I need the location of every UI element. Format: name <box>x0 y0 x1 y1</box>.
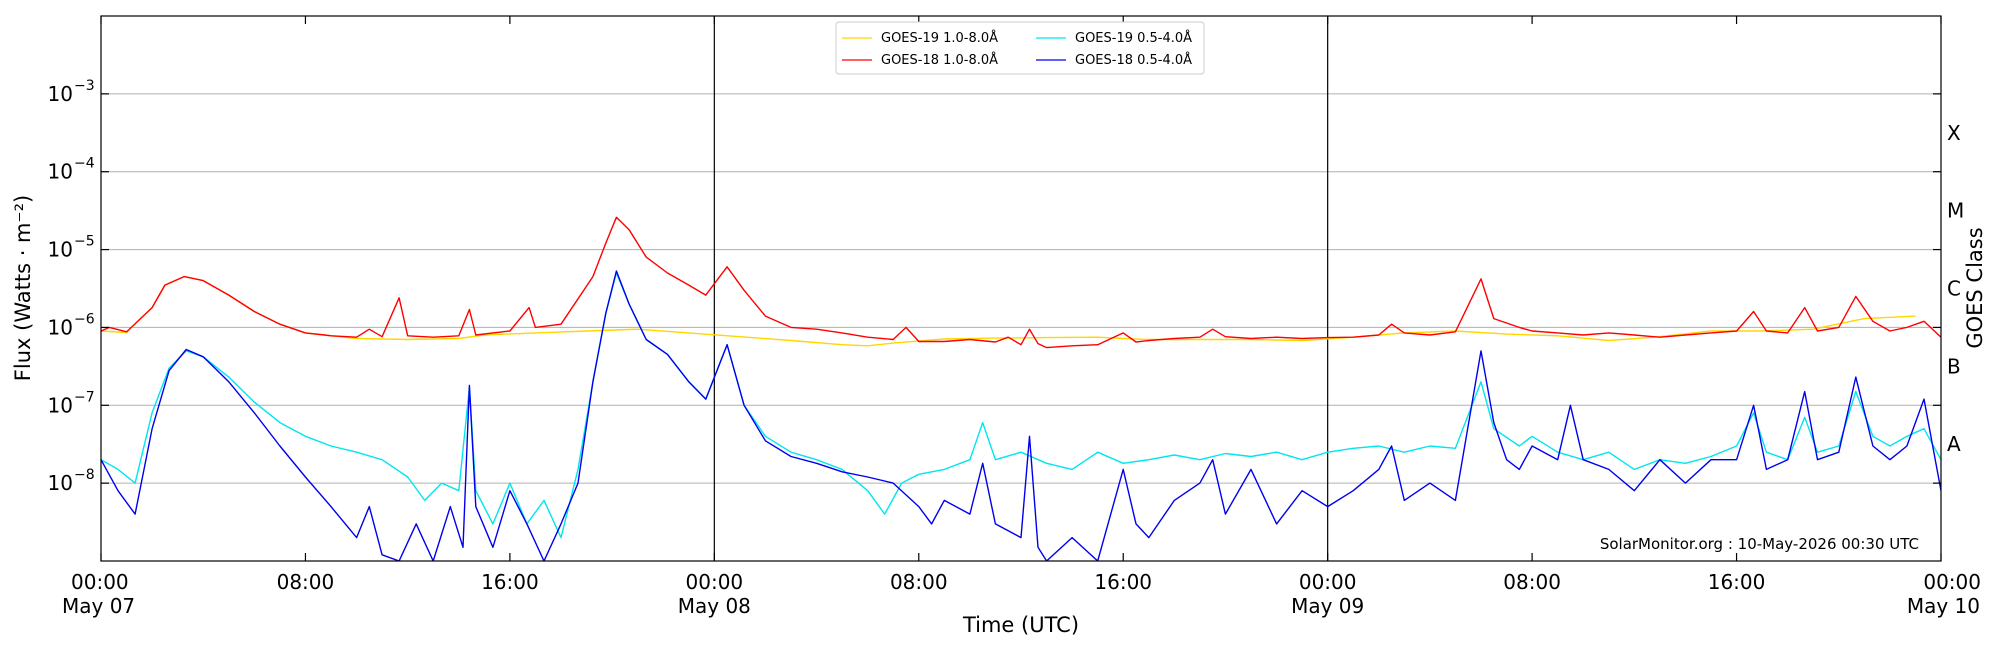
y-tick-label-4: 10 <box>48 160 73 184</box>
goes-class-label-4: X <box>1947 121 1961 145</box>
goes-class-labels: A B C M X <box>1947 121 1964 456</box>
x-tick-label-7: 08:00 <box>1503 570 1561 594</box>
series-lines <box>101 216 1941 561</box>
legend-box <box>835 21 1205 75</box>
series-line-2 <box>101 272 1941 539</box>
y-tick-label-0: 10 <box>48 471 73 495</box>
legend-label-goes19-long: GOES-19 1.0-8.0Å <box>881 30 998 46</box>
series-line-3 <box>101 270 1941 561</box>
goes-class-label-1: B <box>1947 354 1961 378</box>
grid <box>101 93 1941 484</box>
axis-ticks <box>100 16 1942 561</box>
credit-text: SolarMonitor.org : 10-May-2026 00:30 UTC <box>1600 535 1919 553</box>
x-tick-label-3: 00:00 <box>686 570 744 594</box>
x-tick-date-6: May 09 <box>1291 594 1364 618</box>
legend-label-goes19-short: GOES-19 0.5-4.0Å <box>1075 30 1192 46</box>
x-tick-label-2: 16:00 <box>481 570 539 594</box>
x-tick-label-4: 08:00 <box>890 570 948 594</box>
goes-class-label-0: A <box>1947 432 1961 456</box>
series-line-1 <box>101 216 1941 349</box>
y-tick-exponent-5: −3 <box>74 78 95 94</box>
legend: GOES-19 1.0-8.0Å GOES-18 1.0-8.0Å GOES-1… <box>835 21 1205 75</box>
x-tick-label-6: 00:00 <box>1299 570 1357 594</box>
legend-label-goes18-long: GOES-18 1.0-8.0Å <box>881 52 998 68</box>
x-tick-date-9: May 10 <box>1907 594 1980 618</box>
y-tick-label-5: 10 <box>48 82 73 106</box>
x-tick-label-1: 08:00 <box>277 570 335 594</box>
x-tick-label-9: 00:00 <box>1923 570 1981 594</box>
y-tick-exponent-3: −5 <box>74 234 95 250</box>
x-tick-label-8: 16:00 <box>1708 570 1766 594</box>
y-tick-labels: 10−810−710−610−510−410−3 <box>48 78 95 495</box>
y2-axis-title: GOES Class <box>1963 227 1987 348</box>
y-axis-title: Flux (Watts · m⁻²) <box>11 195 35 381</box>
x-axis-title: Time (UTC) <box>962 613 1079 637</box>
y-tick-exponent-4: −4 <box>74 156 95 172</box>
y-tick-exponent-1: −7 <box>74 389 95 405</box>
plot-frame <box>100 15 1942 562</box>
x-tick-date-3: May 08 <box>678 594 751 618</box>
y-tick-exponent-2: −6 <box>74 311 95 327</box>
x-tick-label-0: 00:00 <box>71 570 129 594</box>
legend-label-goes18-short: GOES-18 0.5-4.0Å <box>1075 52 1192 68</box>
x-tick-label-5: 16:00 <box>1094 570 1152 594</box>
y-tick-label-3: 10 <box>48 238 73 262</box>
day-boundary-lines <box>713 16 1329 561</box>
y-tick-exponent-0: −8 <box>74 467 95 483</box>
x-tick-date-0: May 07 <box>62 594 135 618</box>
y-tick-label-2: 10 <box>48 315 73 339</box>
goes-class-label-3: M <box>1947 199 1964 223</box>
y-tick-label-1: 10 <box>48 393 73 417</box>
goes-class-label-2: C <box>1947 277 1961 301</box>
